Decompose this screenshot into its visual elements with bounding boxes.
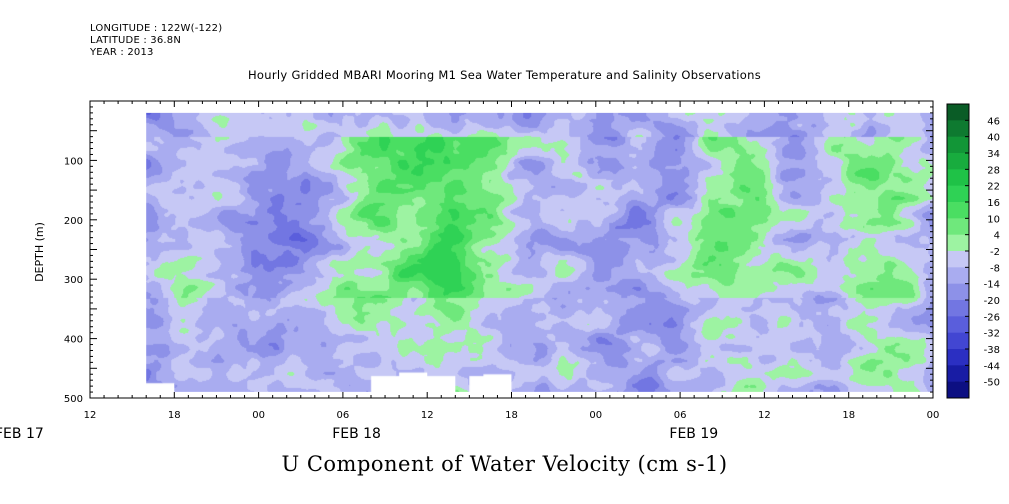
y-tick-label: 300 [64,275,83,286]
colorbar-label: -44 [984,361,1000,372]
colorbar-label: 40 [987,133,1000,144]
colorbar-label: -2 [990,247,1000,258]
x-tick-label: 00 [589,410,602,421]
colorbar-swatch [947,365,969,383]
colorbar-swatch [947,300,969,317]
x-day-label: FEB 18 [332,426,381,442]
x-day-label: FEB 17 [0,426,44,442]
colorbar-swatch [947,381,969,399]
colorbar-swatch [947,283,969,301]
x-tick-label: 06 [337,410,350,421]
x-tick-label: 12 [421,410,434,421]
colorbar-swatch [947,349,969,366]
colorbar-swatch [947,316,969,334]
heatmap-field [146,112,934,392]
colorbar-label: 16 [987,198,1000,209]
x-tick-label: 12 [84,410,97,421]
y-tick-label: 500 [64,394,83,405]
x-tick-label: 00 [252,410,265,421]
x-tick-label: 06 [674,410,687,421]
year-label: YEAR : 2013 [90,47,154,58]
x-tick-label: 18 [168,410,181,421]
colorbar-label: -38 [984,345,1000,356]
x-tick-label: 00 [927,410,940,421]
colorbar: 46 40 34 28 22 16 10 4 -2 -8 -14 -20 -26 -32 -38 -44 -50 [946,103,1000,399]
colorbar-swatch [947,234,969,252]
x-day-label: FEB 19 [669,426,718,442]
x-tick-label: 18 [842,410,855,421]
plot-area [89,100,934,399]
colorbar-label: -14 [984,280,1000,291]
colorbar-swatch [947,218,969,236]
colorbar-swatch [947,251,969,268]
colorbar-label: 46 [987,116,1000,127]
colorbar-label: -50 [984,378,1000,389]
colorbar-label: 34 [987,149,1000,160]
colorbar-label: 22 [987,182,1000,193]
chart-title: Hourly Gridded MBARI Mooring M1 Sea Wate… [247,68,762,82]
x-tick-label: 12 [758,410,771,421]
colorbar-swatch [947,153,969,170]
colorbar-swatch [947,267,969,285]
colorbar-swatch [947,104,969,121]
longitude-label: LONGITUDE : 122W(-122) [90,23,223,34]
axes: 12 18 00 06 12 18 00 06 12 18 00 FEB 17 FEB 18 FEB 19… [0,100,940,442]
colorbar-label: -20 [984,296,1000,307]
colorbar-label: 10 [987,214,1000,225]
colorbar-label: -32 [984,329,1000,340]
colorbar-label: -26 [984,312,1000,323]
y-tick-label: 200 [64,216,83,227]
latitude-label: LATITUDE : 36.8N [90,35,182,46]
x-tick-label: 18 [505,410,518,421]
colorbar-swatch [947,136,969,154]
colorbar-swatch [947,169,969,187]
y-axis-label: DEPTH (m) [33,222,46,282]
colorbar-swatch [947,185,969,203]
colorbar-label: 28 [987,165,1000,176]
y-tick-label: 400 [64,335,83,346]
colorbar-swatch [947,202,969,219]
colorbar-label: -8 [990,263,1000,274]
y-tick-label: 100 [64,156,83,167]
x-axis-label: U Component of Water Velocity (cm s-1) [281,452,728,476]
colorbar-swatch [947,120,969,138]
colorbar-swatch [947,332,969,350]
colorbar-label: 4 [994,231,1000,242]
